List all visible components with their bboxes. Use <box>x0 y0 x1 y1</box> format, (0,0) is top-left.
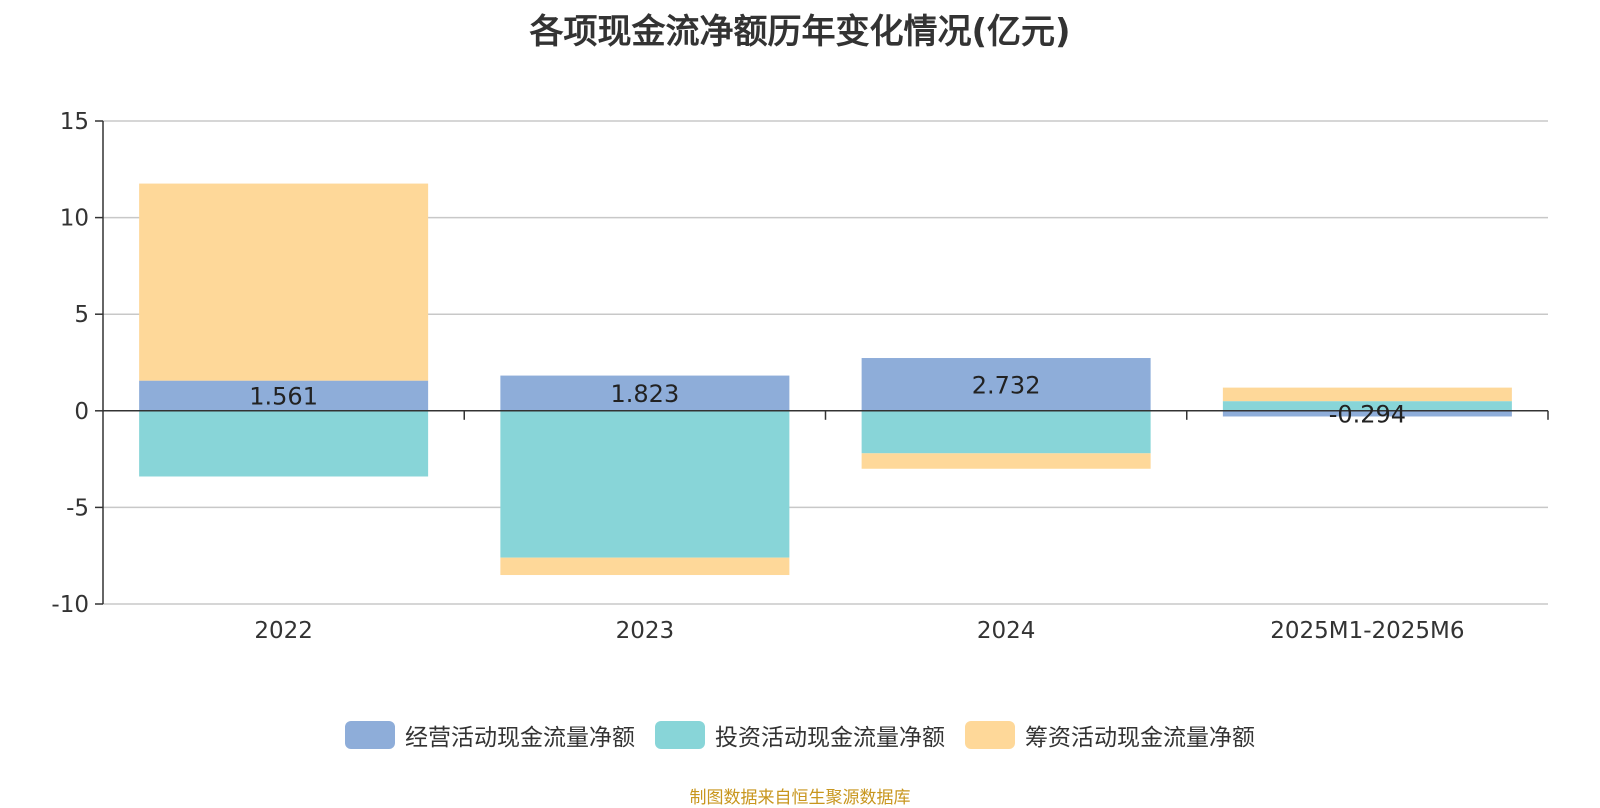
bars <box>139 183 1512 576</box>
bar-operating-2022[interactable] <box>139 380 429 411</box>
legend-swatch-investing <box>655 721 705 749</box>
legend-label-financing: 筹资活动现金流量净额 <box>1025 725 1255 751</box>
y-tick-label-10: 10 <box>60 206 89 232</box>
y-tick-label-5: 5 <box>74 302 89 328</box>
y-tick-label--5: -5 <box>66 495 89 521</box>
data-labels: 1.561 1.823 2.732 -0.294 <box>249 371 1406 428</box>
data-label-operating-2022: 1.561 <box>249 383 318 411</box>
legend: 经营活动现金流量净额 投资活动现金流量净额 筹资活动现金流量净额 <box>0 718 1600 752</box>
data-label-operating-2025M1-2025M6: -0.294 <box>1329 401 1406 429</box>
data-label-operating-2023: 1.823 <box>611 380 680 408</box>
legend-label-operating: 经营活动现金流量净额 <box>405 725 635 751</box>
bar-investing-2025M1-2025M6[interactable] <box>1222 401 1512 411</box>
axes: 15 10 5 0 -5 -10 2022 2023 2024 2025M1-2025M6 <box>51 109 1549 644</box>
bar-investing-2023[interactable] <box>500 410 790 558</box>
bar-investing-2022[interactable] <box>139 410 429 477</box>
x-tick-label-2025M1-2025M6: 2025M1-2025M6 <box>1270 618 1464 644</box>
bar-operating-2025M1-2025M6[interactable] <box>1222 410 1512 417</box>
legend-label-investing: 投资活动现金流量净额 <box>715 725 945 751</box>
bar-investing-2024[interactable] <box>861 410 1151 454</box>
bar-operating-2024[interactable] <box>861 358 1151 411</box>
bar-financing-2022[interactable] <box>139 183 429 381</box>
y-tick-label-0: 0 <box>74 399 89 425</box>
source-note: 制图数据来自恒生聚源数据库 <box>689 788 911 808</box>
legend-item-financing[interactable]: 筹资活动现金流量净额 <box>965 718 1255 752</box>
x-tick-label-2024: 2024 <box>977 618 1036 644</box>
chart-title: 各项现金流净额历年变化情况(亿元) <box>529 12 1071 52</box>
x-tick-label-2023: 2023 <box>616 618 675 644</box>
data-label-operating-2024: 2.732 <box>972 371 1041 399</box>
chart-plot: 15 10 5 0 -5 -10 2022 2023 2024 2025M1-2025M6 1.5… <box>51 109 1549 644</box>
bar-financing-2024[interactable] <box>861 453 1151 469</box>
legend-item-operating[interactable]: 经营活动现金流量净额 <box>345 718 635 752</box>
bar-financing-2025M1-2025M6[interactable] <box>1222 387 1512 402</box>
bar-financing-2023[interactable] <box>500 557 790 576</box>
bar-operating-2023[interactable] <box>500 375 790 411</box>
x-tick-label-2022: 2022 <box>254 618 313 644</box>
legend-item-investing[interactable]: 投资活动现金流量净额 <box>655 718 945 752</box>
legend-swatch-financing <box>965 721 1015 749</box>
y-tick-label-15: 15 <box>60 109 89 135</box>
legend-swatch-operating <box>345 721 395 749</box>
y-tick-label--10: -10 <box>51 592 89 618</box>
